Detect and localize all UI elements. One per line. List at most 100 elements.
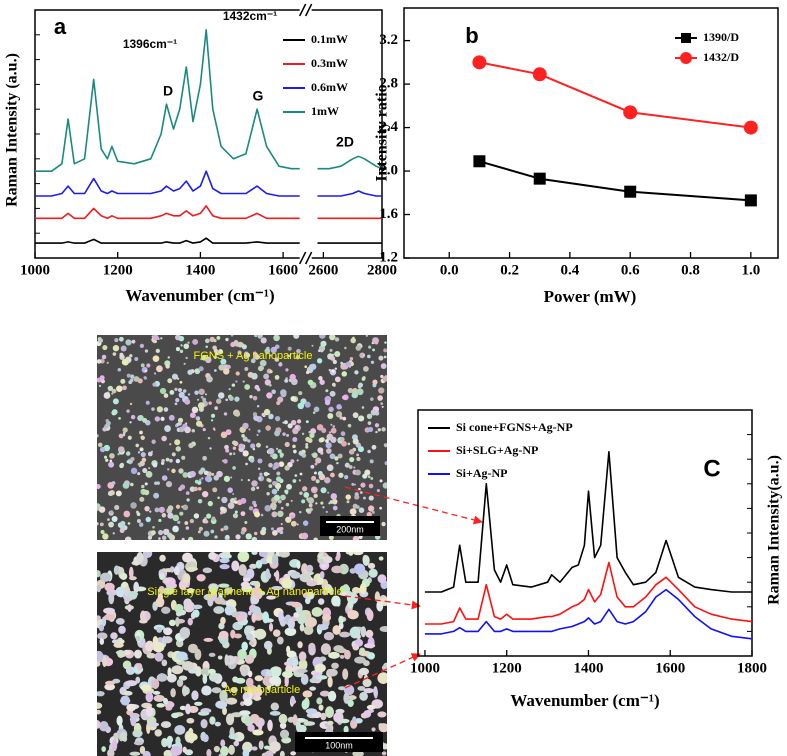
texture [161, 737, 168, 748]
texture [173, 529, 177, 532]
texture [306, 564, 314, 573]
texture [312, 487, 316, 492]
image-caption: Ag nanoparticle [224, 684, 300, 696]
texture [334, 367, 338, 370]
texture [150, 450, 154, 453]
texture [320, 451, 324, 455]
texture [145, 400, 150, 405]
texture [181, 537, 185, 540]
texture [122, 427, 128, 433]
texture [284, 379, 289, 383]
texture [311, 453, 314, 456]
texture [264, 379, 271, 386]
texture [135, 635, 141, 642]
texture [340, 437, 345, 442]
texture [268, 622, 274, 632]
texture [343, 692, 350, 704]
texture [101, 746, 106, 753]
texture [179, 511, 184, 516]
texture [163, 627, 173, 636]
texture [179, 349, 184, 354]
texture [322, 589, 328, 596]
texture [264, 504, 272, 512]
texture [271, 586, 283, 591]
texture [102, 655, 107, 668]
texture [379, 506, 383, 510]
axis-frame [403, 7, 779, 259]
texture [159, 554, 166, 562]
texture [111, 409, 118, 415]
texture [358, 415, 365, 422]
texture [213, 475, 219, 481]
texture [261, 412, 266, 417]
texture [130, 467, 138, 475]
texture [196, 574, 206, 582]
texture [108, 461, 115, 468]
texture [307, 379, 314, 386]
texture [356, 453, 360, 457]
texture [273, 494, 281, 501]
texture [333, 384, 336, 387]
texture [234, 396, 240, 402]
texture [301, 532, 309, 540]
texture [202, 674, 208, 684]
texture [344, 462, 350, 468]
texture [139, 343, 145, 349]
texture [244, 521, 248, 524]
texture [383, 348, 387, 353]
texture [97, 584, 101, 593]
y-tick-label: 2.0 [379, 162, 398, 178]
texture [280, 391, 287, 398]
data-line [424, 451, 752, 593]
texture [382, 482, 387, 489]
texture [257, 365, 264, 372]
texture [372, 337, 379, 344]
texture [356, 456, 361, 462]
texture [290, 751, 297, 756]
texture [259, 472, 263, 476]
texture [337, 453, 343, 459]
texture [98, 384, 102, 388]
texture [315, 502, 318, 505]
texture [122, 482, 130, 489]
texture [339, 631, 351, 638]
texture [263, 640, 273, 650]
texture [200, 395, 204, 399]
texture [142, 750, 151, 756]
marker [743, 120, 758, 135]
texture [118, 417, 121, 420]
texture [242, 749, 250, 756]
texture [176, 678, 184, 687]
data-line [479, 160, 751, 202]
texture [113, 565, 120, 575]
texture [296, 419, 302, 424]
texture [279, 750, 285, 756]
texture [112, 352, 117, 356]
texture [332, 359, 337, 365]
texture [307, 591, 315, 600]
texture [127, 604, 132, 612]
data-line [35, 205, 300, 220]
texture [163, 697, 169, 705]
texture [142, 417, 148, 423]
texture [304, 365, 308, 368]
marker [624, 185, 637, 198]
texture [200, 467, 206, 473]
texture [251, 480, 258, 487]
texture [263, 373, 270, 380]
texture [299, 491, 303, 495]
texture [344, 346, 347, 350]
texture [206, 375, 213, 383]
texture [186, 498, 190, 502]
texture [291, 601, 302, 608]
texture [187, 341, 190, 344]
texture [163, 586, 175, 595]
texture [297, 724, 307, 733]
texture [230, 687, 238, 693]
texture [140, 490, 144, 494]
texture [248, 640, 254, 646]
texture [163, 749, 173, 756]
texture [197, 530, 201, 534]
texture [161, 535, 167, 540]
texture [104, 683, 116, 691]
